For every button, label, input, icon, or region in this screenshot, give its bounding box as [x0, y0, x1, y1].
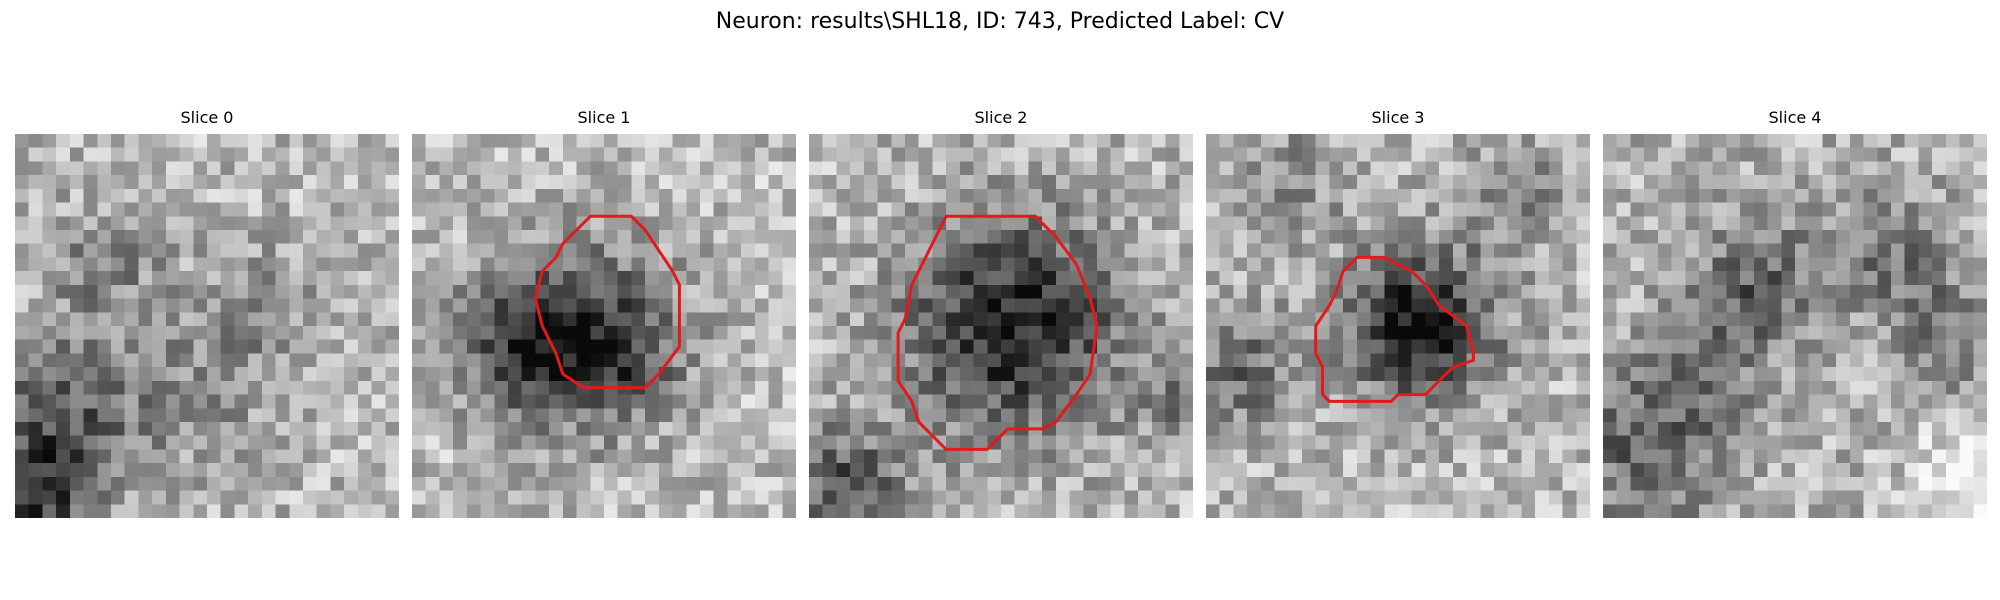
slice-1-image — [412, 134, 796, 518]
figure-title: Neuron: results\SHL18, ID: 743, Predicte… — [715, 9, 1285, 34]
slice-panel-3: Slice 3 — [1206, 108, 1590, 518]
slice-panel-2: Slice 2 — [809, 108, 1193, 518]
slice-2-image — [809, 134, 1193, 518]
slice-0-image — [15, 134, 399, 518]
slice-3-title: Slice 3 — [1371, 108, 1425, 127]
slice-2-contour — [896, 214, 1099, 451]
slice-1-title: Slice 1 — [577, 108, 631, 127]
slice-4-title: Slice 4 — [1768, 108, 1822, 127]
slice-3-contour — [1314, 255, 1475, 403]
slice-1-contour — [533, 214, 681, 390]
slice-panel-4: Slice 4 — [1603, 108, 1987, 518]
slice-3-image — [1206, 134, 1590, 518]
slice-0-title: Slice 0 — [180, 108, 234, 127]
slice-panel-0: Slice 0 — [15, 108, 399, 518]
slice-panel-1: Slice 1 — [412, 108, 796, 518]
slice-2-title: Slice 2 — [974, 108, 1028, 127]
slice-4-image — [1603, 134, 1987, 518]
